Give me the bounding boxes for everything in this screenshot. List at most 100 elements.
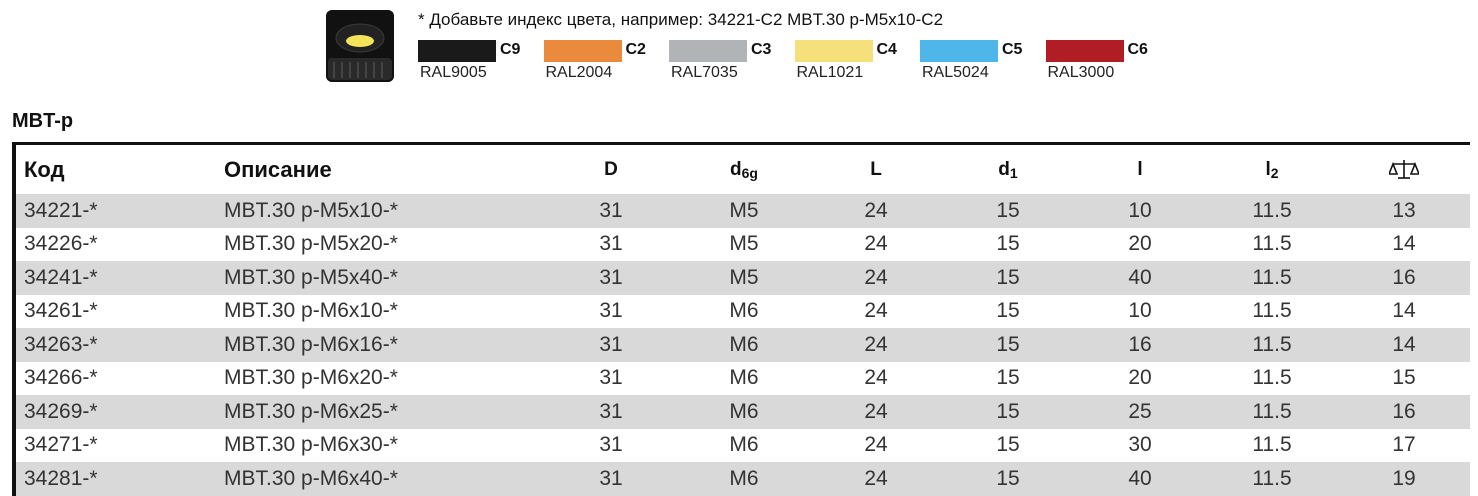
table-cell: 24 <box>864 433 888 457</box>
table-cell: 15 <box>996 299 1020 323</box>
header-cell: l <box>1137 145 1142 194</box>
table-cell: 40 <box>1128 466 1152 490</box>
table-cell: MBT.30 p-M5x20-* <box>224 232 398 256</box>
color-code: C6 <box>1127 41 1148 58</box>
table-cell: 15 <box>996 466 1020 490</box>
color-code: C4 <box>876 41 897 58</box>
table-cell: 24 <box>864 399 888 423</box>
table-cell: 24 <box>864 198 888 222</box>
ral-code: RAL9005 <box>420 64 487 81</box>
color-code: C3 <box>751 41 772 58</box>
header-subscript: 2 <box>1270 164 1279 181</box>
table-row: 34281-* MBT.30 p-M6x40-* 31 M6 24 15 40 11.5 19 <box>16 462 1470 496</box>
table-cell: 34261-* <box>24 299 98 323</box>
table-cell: MBT.30 p-M6x30-* <box>224 433 398 457</box>
header-text: D <box>604 158 618 180</box>
table-cell: 34269-* <box>24 399 98 423</box>
table-cell: 34266-* <box>24 366 98 390</box>
table-cell: M6 <box>729 332 759 356</box>
table-cell: 25 <box>1128 399 1152 423</box>
table-cell: 34241-* <box>24 265 98 289</box>
table-row: 34221-* MBT.30 p-M5x10-* 31 M5 24 15 10 11.5 13 <box>16 194 1470 228</box>
table-cell: 15 <box>996 399 1020 423</box>
table-cell: 11.5 <box>1252 332 1292 356</box>
table-cell: 11.5 <box>1252 466 1292 490</box>
table-row: 34266-* MBT.30 p-M6x20-* 31 M6 24 15 20 11.5 15 <box>16 361 1470 395</box>
table-cell: 15 <box>996 198 1020 222</box>
table-cell: 31 <box>599 466 623 490</box>
table-cell: M6 <box>729 299 759 323</box>
table-cell: 11.5 <box>1252 265 1292 289</box>
table-cell: 24 <box>864 332 888 356</box>
table-cell: 30 <box>1128 433 1152 457</box>
table-cell: 14 <box>1392 232 1416 256</box>
ral-code: RAL3000 <box>1047 64 1115 81</box>
table-cell: 20 <box>1128 366 1152 390</box>
table-cell: 13 <box>1392 198 1416 222</box>
table-cell: 31 <box>599 299 623 323</box>
note: * Добавьте индекс цвета, например: 34221… <box>418 10 944 29</box>
table-cell: 11.5 <box>1252 198 1292 222</box>
table-cell: M5 <box>729 265 759 289</box>
ral-code: RAL5024 <box>922 64 989 81</box>
header-text: Код <box>24 156 65 182</box>
table-cell: MBT.30 p-M6x20-* <box>224 366 398 390</box>
table-cell: 15 <box>996 265 1020 289</box>
table-cell: 11.5 <box>1252 433 1292 457</box>
table-cell: 34221-* <box>24 198 98 222</box>
ral-code: RAL2004 <box>545 64 613 81</box>
table-cell: 16 <box>1392 399 1416 423</box>
header-subscript: 1 <box>1009 164 1018 181</box>
table-cell: 24 <box>864 265 888 289</box>
product-image <box>326 10 394 82</box>
table-cell: 19 <box>1392 466 1416 490</box>
ral-code: RAL7035 <box>671 64 738 81</box>
table-cell: MBT.30 p-M6x10-* <box>224 299 398 323</box>
table-cell: 16 <box>1128 332 1152 356</box>
table-cell: 15 <box>996 332 1020 356</box>
table-cell: 31 <box>599 366 623 390</box>
color-code: C5 <box>1002 41 1023 58</box>
table-row: 34261-* MBT.30 p-M6x10-* 31 M6 24 15 10 11.5 14 <box>16 294 1470 328</box>
table-cell: 34263-* <box>24 332 98 356</box>
header-text: d <box>998 158 1010 180</box>
table-row: 34263-* MBT.30 p-M6x16-* 31 M6 24 15 16 11.5 14 <box>16 328 1470 362</box>
weight-icon <box>1389 145 1419 194</box>
table-cell: 11.5 <box>1252 232 1292 256</box>
table-cell: 10 <box>1128 299 1152 323</box>
table-cell: M6 <box>729 366 759 390</box>
color-swatch <box>1045 40 1124 62</box>
table-cell: MBT.30 p-M5x40-* <box>224 265 398 289</box>
header-text: l <box>1137 158 1143 180</box>
table-cell: 34271-* <box>24 433 98 457</box>
table-cell: 31 <box>599 265 623 289</box>
table-cell: 15 <box>996 366 1020 390</box>
table-cell: 34226-* <box>24 232 98 256</box>
table-cell: 24 <box>864 466 888 490</box>
table-cell: M6 <box>729 399 759 423</box>
table-cell: 24 <box>864 299 888 323</box>
table-cell: 14 <box>1392 299 1416 323</box>
color-swatch <box>920 40 998 62</box>
color-swatch <box>418 40 496 62</box>
header-cell: L <box>870 145 882 194</box>
header-cell: Описание <box>224 145 332 194</box>
table-row: 34271-* MBT.30 p-M6x30-* 31 M6 24 15 30 11.5 17 <box>16 428 1470 462</box>
scale-icon <box>1389 159 1419 179</box>
table-cell: 31 <box>599 433 623 457</box>
header-text: l <box>1265 158 1271 180</box>
table-cell: 34281-* <box>24 466 98 490</box>
table-cell: 16 <box>1392 265 1416 289</box>
table-cell: 14 <box>1392 332 1416 356</box>
table-cell: 31 <box>599 399 623 423</box>
color-swatch <box>669 40 747 62</box>
table-cell: MBT.30 p-M5x10-* <box>224 198 398 222</box>
header-cell: D <box>604 145 618 194</box>
table-row: 34241-* MBT.30 p-M5x40-* 31 M5 24 15 40 11.5 16 <box>16 261 1470 295</box>
header-text: L <box>870 158 882 180</box>
table-cell: 24 <box>864 232 888 256</box>
table-cell: 17 <box>1392 433 1416 457</box>
